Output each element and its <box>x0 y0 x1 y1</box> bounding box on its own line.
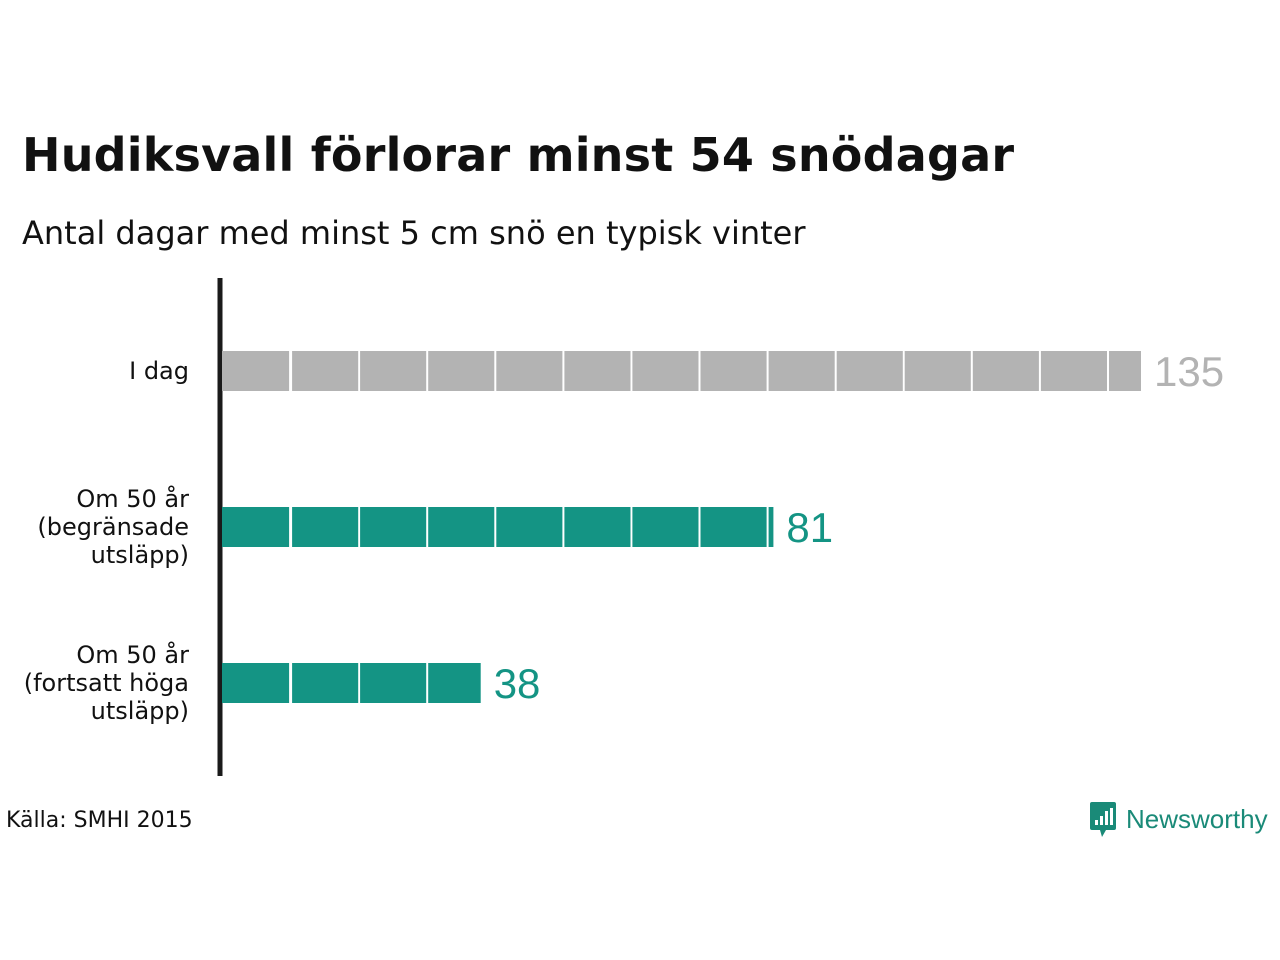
bar-1-segment-1 <box>292 507 359 547</box>
source-note: Källa: SMHI 2015 <box>6 808 193 833</box>
chart-title: Hudiksvall förlorar minst 54 snödagar <box>22 128 1015 182</box>
bar-1-segment-6 <box>632 507 699 547</box>
bar-0-segment-4 <box>496 351 563 391</box>
brand-name: Newsworthy <box>1126 803 1268 834</box>
bar-0-segment-13 <box>1109 351 1141 391</box>
bar-2-segment-0 <box>222 663 290 703</box>
category-label-2: Om 50 år (fortsatt höga utsläpp) <box>23 641 189 725</box>
value-label-1: 81 <box>786 504 833 551</box>
value-label-2: 38 <box>494 660 541 707</box>
brand-logo: Newsworthy <box>1088 800 1268 838</box>
bar-2-segment-3 <box>428 663 481 703</box>
bar-1-segment-7 <box>700 507 767 547</box>
bar-1-segment-3 <box>428 507 495 547</box>
bar-0-segment-3 <box>428 351 495 391</box>
bar-0-segment-10 <box>904 351 971 391</box>
category-label-1: Om 50 år (begränsade utsläpp) <box>37 485 189 569</box>
bar-0-segment-7 <box>700 351 767 391</box>
bar-2-segment-1 <box>292 663 359 703</box>
bar-0-segment-1 <box>292 351 359 391</box>
category-label-0: I dag <box>129 357 189 385</box>
bar-1-segment-0 <box>222 507 290 547</box>
bar-0-segment-6 <box>632 351 699 391</box>
bar-0-segment-2 <box>360 351 427 391</box>
bar-0-segment-11 <box>972 351 1039 391</box>
bar-1-segment-8 <box>768 507 774 547</box>
bar-1-segment-4 <box>496 507 563 547</box>
bar-0-segment-12 <box>1040 351 1107 391</box>
chart-subtitle: Antal dagar med minst 5 cm snö en typisk… <box>22 214 806 252</box>
bar-2-segment-2 <box>360 663 427 703</box>
newsworthy-logo-icon <box>1090 802 1116 837</box>
bar-1-segment-2 <box>360 507 427 547</box>
bar-0-segment-9 <box>836 351 903 391</box>
bar-1-segment-5 <box>564 507 631 547</box>
value-label-0: 135 <box>1154 348 1224 395</box>
bar-0-segment-8 <box>768 351 835 391</box>
bar-0-segment-5 <box>564 351 631 391</box>
bar-0-segment-0 <box>222 351 290 391</box>
